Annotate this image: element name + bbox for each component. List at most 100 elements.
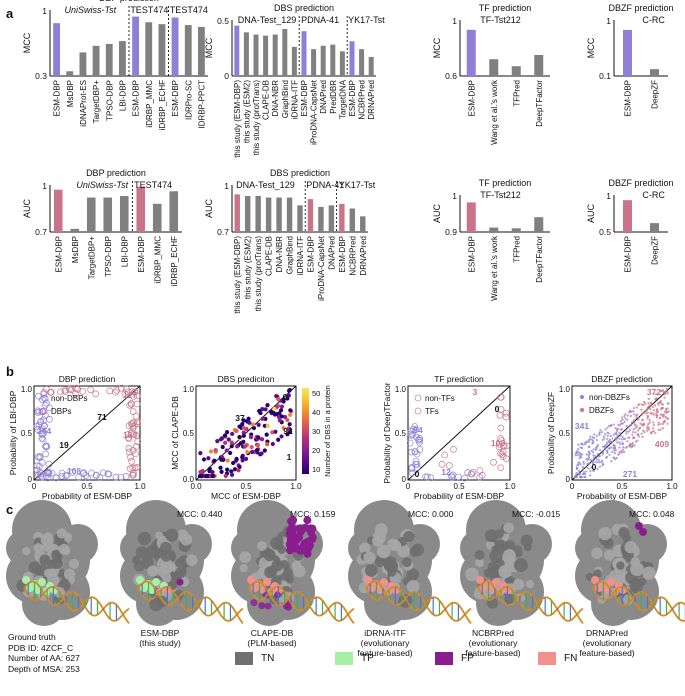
structure-4-protein-sphere <box>495 539 506 550</box>
scatter-dbs-point <box>270 441 275 447</box>
gt-msa: Depth of MSA: 253 <box>8 663 80 674</box>
scatter-dbp-point-dbp <box>132 431 140 439</box>
structure-4-protein-sphere <box>483 568 493 578</box>
scatter-dbs-point <box>268 409 274 414</box>
scatter-dbzf-point <box>587 439 591 442</box>
scatter-tf-legend-marker-nontf <box>414 394 422 402</box>
scatter-dbzf-point <box>619 434 622 438</box>
scatter-tf-point-nontf <box>409 425 417 433</box>
auc-dbzf-xtick-label: ESM-DBP <box>624 236 633 272</box>
scatter-dbzf-point <box>640 432 643 435</box>
structure-1-protein-sphere <box>147 565 159 577</box>
scatter-dbs-point <box>260 416 265 421</box>
scatter-dbzf-point <box>595 434 598 437</box>
mcc-dbp-title: DBP prediction <box>99 0 159 3</box>
scatter-dbzf-point <box>583 472 587 476</box>
scatter-dbzf-point <box>604 447 607 450</box>
structure-1-binding-residue <box>136 576 144 584</box>
scatter-tf-point-nontf <box>413 450 421 458</box>
scatter-tf-point-tf <box>476 467 484 474</box>
scatter-dbzf-point <box>595 457 599 461</box>
scatter-dbs-colorbar-tick: 10 <box>312 465 320 474</box>
scatter-dbs-count-a: 37 <box>235 413 245 423</box>
mcc-dbs-ytick-max: 0.5 <box>217 16 229 26</box>
scatter-dbp-count-c1: 71 <box>97 412 107 422</box>
structure-5-protein-sphere <box>624 540 637 554</box>
scatter-tf-point-nontf <box>408 469 416 477</box>
mcc-esm: MCC: 0.440 <box>177 509 223 519</box>
structure-0-protein-sphere <box>56 528 67 539</box>
scatter-dbs-colorbar-label: Number of DBS in a protein <box>323 385 332 477</box>
mcc-tf-bar <box>489 59 499 76</box>
scatter-dbs-point <box>213 449 218 454</box>
scatter-dbs-point <box>237 434 242 440</box>
structure-4-protein-sphere <box>512 578 525 591</box>
auc-dbp-xtick-label: iDRBP_ECHF <box>170 236 179 286</box>
structure-2-binding-residue <box>263 578 271 586</box>
auc-tf-xtick-label: TFPred <box>512 236 521 263</box>
scatter-dbzf-point <box>650 401 653 404</box>
scatter-dbzf-point <box>656 401 660 405</box>
scatter-dbzf-point <box>609 434 612 438</box>
scatter-dbzf-point <box>575 466 578 469</box>
scatter-dbp-point-dbp <box>128 457 136 465</box>
panel-label-b: b <box>6 364 14 379</box>
structure-4-protein-sphere <box>465 567 480 582</box>
structure-5-dna-strand-b <box>592 580 685 617</box>
gt-aa: Number of AA: 627 <box>8 653 80 663</box>
auc-dbs-bar <box>255 195 261 232</box>
scatter-dbzf-point <box>660 402 663 405</box>
scatter-dbp-point-nondbp <box>75 473 83 481</box>
scatter-dbp-point-dbp <box>126 401 134 409</box>
scatter-dbzf-point <box>602 462 605 466</box>
mcc-dbp-bar <box>145 22 153 77</box>
auc-dbp-bar <box>53 189 63 232</box>
scatter-dbs-count-c: 92 <box>283 426 293 436</box>
scatter-dbp-point-dbp <box>92 390 100 398</box>
scatter-tf-point-tf <box>497 424 505 432</box>
mcc-dbs-subset-label: DNA-Test_129 <box>238 15 297 25</box>
scatter-tf-point-nontf <box>469 469 477 476</box>
caption-clape-line2: (PLM-based) <box>247 638 297 648</box>
scatter-dbzf-point <box>634 424 637 427</box>
scatter-dbs-point <box>198 451 203 456</box>
scatter-dbp-point-nondbp <box>45 460 53 468</box>
scatter-dbzf-point <box>649 408 652 411</box>
scatter-dbzf-point <box>592 451 595 454</box>
scatter-dbzf-point <box>640 408 643 411</box>
scatter-dbzf-legend-dbzf: DBZFs <box>589 406 614 415</box>
structure-2-protein-sphere <box>239 563 248 573</box>
scatter-dbzf-point <box>598 448 602 452</box>
auc-dbp-bar <box>119 195 129 232</box>
scatter-dbzf-point <box>663 396 666 399</box>
scatter-dbzf-point <box>586 462 589 465</box>
scatter-dbzf-point <box>642 429 645 432</box>
scatter-tf-ytick: 0.5 <box>395 429 407 438</box>
mcc-dbp-xtick-label: ESM-DBP <box>132 80 141 116</box>
scatter-dbzf-point <box>575 451 578 455</box>
scatter-dbzf-point <box>574 475 577 479</box>
scatter-dbp-point-dbp <box>121 390 129 398</box>
mcc-dbs-ytick-min: 0 <box>224 71 229 81</box>
scatter-tf-count-bl: 12 <box>441 467 451 477</box>
structure-4-binding-residue <box>492 578 500 586</box>
scatter-dbp-xtick: 0.5 <box>81 482 93 491</box>
caption-esm-line1: ESM-DBP <box>140 628 180 638</box>
scatter-dbzf-point <box>638 435 641 438</box>
scatter-dbzf-point <box>627 436 630 439</box>
scatter-dbp-frame <box>33 385 141 481</box>
auc-dbp-ytick-max: 1 <box>42 181 47 191</box>
mcc-dbp-subset-label: UniSwiss-Tst <box>64 5 116 15</box>
auc-dbs-xtick-label: NCBRPred <box>348 236 357 276</box>
structure-5-protein-sphere <box>593 569 602 578</box>
scatter-dbs-point <box>260 407 265 412</box>
mcc-dbs-xtick-label: this study (ESM2) <box>242 80 251 143</box>
scatter-dbs-point <box>251 425 257 431</box>
scatter-dbp-point-dbp <box>68 385 76 393</box>
mcc-dbs-bar <box>349 41 355 76</box>
scatter-tf-point-nontf <box>411 448 419 455</box>
scatter-dbzf-point <box>635 416 638 419</box>
scatter-dbzf-point <box>651 426 655 430</box>
scatter-dbzf-point <box>655 412 658 415</box>
caption-ncbr-line2: (evolutionary <box>468 638 518 648</box>
